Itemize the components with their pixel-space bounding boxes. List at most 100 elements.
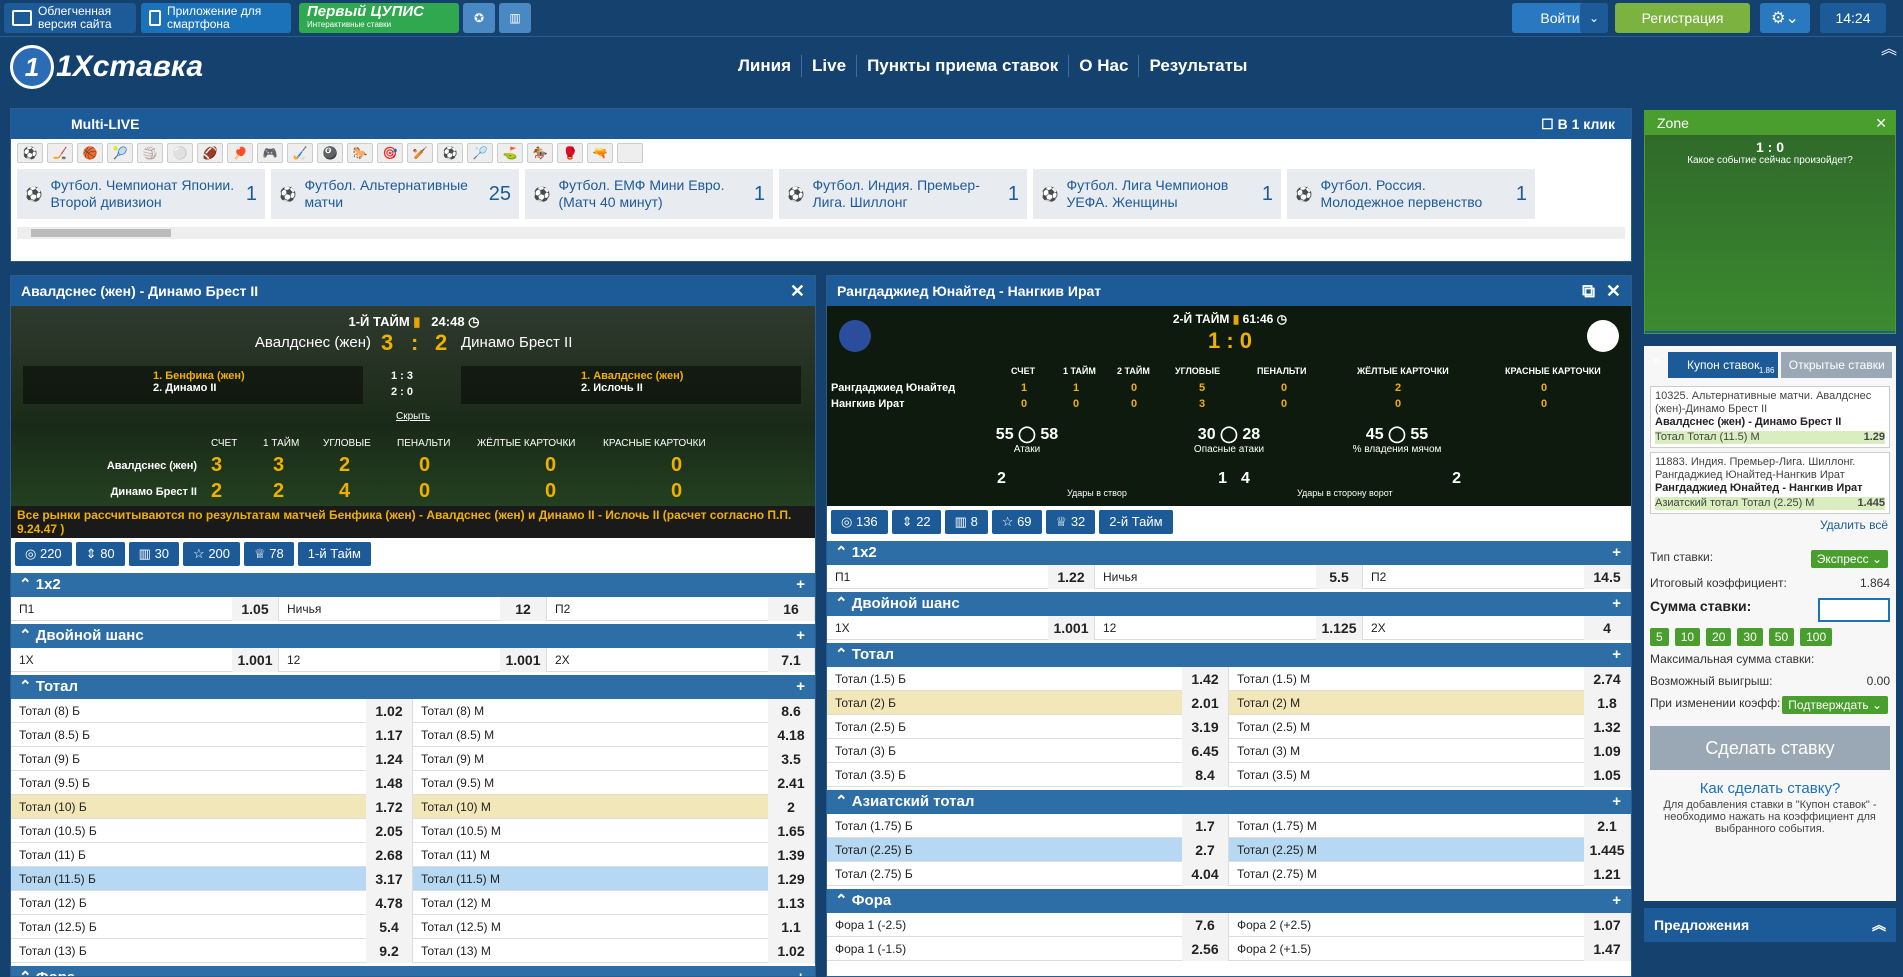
hide-link[interactable]: Скрыть (396, 411, 431, 422)
odd-cell[interactable]: П2 16 (547, 596, 815, 621)
odd-cell[interactable]: Тотал (11.5) М 1.29 (413, 866, 815, 891)
league-card[interactable]: ⚽ Футбол. Лига Чемпионов УЕФА. Женщины 1 (1033, 169, 1281, 219)
odd-cell[interactable]: Тотал (12) Б 4.78 (11, 890, 413, 915)
favorite-count[interactable]: ☆ 69 (991, 510, 1042, 534)
odd-cell[interactable]: Тотал (3) М 1.09 (1229, 738, 1631, 763)
chevron-down-icon[interactable]: ⌄ (1580, 3, 1608, 33)
futsal-icon[interactable]: ⚽ (437, 143, 463, 163)
markets-count-3[interactable]: ▥ 30 (128, 542, 180, 566)
scroll-top-icon[interactable]: ︽ (1880, 41, 1897, 58)
odd-cell[interactable]: 2X 4 (1363, 615, 1631, 640)
odd-cell[interactable]: Тотал (11.5) Б 3.17 (11, 866, 413, 891)
racing-icon[interactable]: 🏇 (527, 143, 553, 163)
odd-cell[interactable]: Тотал (8.5) М 4.18 (413, 722, 815, 747)
trophy-count[interactable]: ♕ 32 (1045, 510, 1096, 534)
odd-cell[interactable]: П1 1.22 (827, 564, 1095, 589)
badminton-icon[interactable]: 🏸 (467, 143, 493, 163)
odd-cell[interactable]: Ничья 5.5 (1095, 564, 1363, 589)
register-button[interactable]: Регистрация (1615, 3, 1750, 33)
odd-cell[interactable]: Тотал (13) М 1.02 (413, 938, 815, 963)
period-filter[interactable]: 2-й Тайм (1099, 510, 1173, 534)
market-header-asian[interactable]: ⌃ Азиатский тотал + (827, 790, 1631, 814)
odd-cell[interactable]: Фора 2 (+2.5) 1.07 (1229, 912, 1631, 937)
nav-live[interactable]: Live (802, 55, 858, 77)
nav-points[interactable]: Пункты приема ставок (857, 55, 1070, 77)
period-filter[interactable]: 1-й Тайм (297, 542, 371, 566)
odd-cell[interactable]: Фора 1 (-2.5) 7.6 (827, 912, 1229, 937)
trophy-count[interactable]: ♕ 78 (244, 542, 294, 566)
odd-cell[interactable]: П2 14.5 (1363, 564, 1631, 589)
close-icon[interactable]: ✕ (1875, 115, 1887, 131)
odd-cell[interactable]: Тотал (13) Б 9.2 (11, 938, 413, 963)
favorite-count[interactable]: ☆ 200 (183, 542, 241, 566)
market-header-double[interactable]: ⌃ Двойной шанс + (11, 624, 815, 648)
how-to-link[interactable]: Как сделать ставку? (1699, 780, 1841, 797)
odd-cell[interactable]: 1X 1.001 (827, 615, 1095, 640)
league-card[interactable]: ⚽ Футбол. Чемпионат Японии. Второй дивизи… (17, 169, 265, 219)
odd-cell[interactable]: Тотал (1.75) Б 1.7 (827, 813, 1229, 838)
market-header-handicap[interactable]: ⌃ Фора+ (827, 889, 1631, 913)
odd-cell[interactable]: Тотал (1.5) Б 1.42 (827, 666, 1229, 691)
boxing-icon[interactable]: 🥊 (557, 143, 583, 163)
scrollbar-thumb[interactable] (31, 229, 171, 237)
scrollbar[interactable] (17, 227, 1625, 239)
table-tennis-icon[interactable]: 🏓 (227, 143, 253, 163)
handball-icon[interactable]: ⚪ (167, 143, 193, 163)
all-markets-count[interactable]: ◎ 136 (831, 510, 888, 534)
odd-cell[interactable]: Тотал (2.5) М 1.32 (1229, 714, 1631, 739)
markets-count-2[interactable]: ⇕ 80 (75, 542, 125, 566)
odd-cell[interactable]: Тотал (2.25) Б 2.7 (827, 837, 1229, 862)
volleyball-icon[interactable]: 🏐 (137, 143, 163, 163)
golf-icon[interactable]: ⛳ (497, 143, 523, 163)
tab-coupon[interactable]: Купон ставок 1.86 (1667, 352, 1779, 378)
league-card[interactable]: ⚽ Футбол. ЕМФ Мини Евро. (Матч 40 минут) 1 (525, 169, 773, 219)
odd-cell[interactable]: Ничья 12 (279, 596, 547, 621)
bandy-icon[interactable]: 🏑 (287, 143, 313, 163)
logo[interactable]: 1 1Хставка (10, 45, 203, 89)
odd-cell[interactable]: Тотал (9.5) М 2.41 (413, 770, 815, 795)
close-icon[interactable]: ✕ (1605, 281, 1621, 301)
nav-about[interactable]: О Нас (1069, 55, 1140, 77)
odd-cell[interactable]: Тотал (2) М 1.8 (1229, 690, 1631, 715)
odd-cell[interactable]: Тотал (3.5) М 1.05 (1229, 762, 1631, 787)
odd-cell[interactable]: 12 1.125 (1095, 615, 1363, 640)
odd-cell[interactable]: Тотал (12.5) Б 5.4 (11, 914, 413, 939)
odd-cell[interactable]: Тотал (2.75) Б 4.04 (827, 861, 1229, 886)
odd-cell[interactable]: Тотал (8) М 8.6 (413, 698, 815, 723)
close-icon[interactable]: ✕ (789, 281, 805, 301)
league-card[interactable]: ⚽ Футбол. Россия. Молодежное первенство 1 (1287, 169, 1535, 219)
hockey-icon[interactable]: 🏒 (47, 143, 73, 163)
cupis-button[interactable]: Первый ЦУПИС Интерактивные ставки (299, 3, 459, 33)
lite-version-button[interactable]: Облегченная версия сайта (4, 3, 136, 33)
odd-cell[interactable]: Тотал (9) Б 1.24 (11, 746, 413, 771)
odd-cell[interactable]: Тотал (11) М 1.39 (413, 842, 815, 867)
odd-cell[interactable]: Тотал (1.75) М 2.1 (1229, 813, 1631, 838)
markets-count-2[interactable]: ⇕ 22 (891, 510, 941, 534)
market-header-1x2[interactable]: ⌃ 1x2 + (11, 573, 815, 597)
odd-cell[interactable]: Тотал (11) Б 2.68 (11, 842, 413, 867)
league-card[interactable]: ⚽ Футбол. Индия. Премьер-Лига. Шиллонг 1 (779, 169, 1027, 219)
medal-icon[interactable]: ✪ (463, 3, 495, 33)
esports-icon[interactable]: 🎮 (257, 143, 283, 163)
football-icon[interactable]: ⚽ (17, 143, 43, 163)
odd-cell[interactable]: Тотал (2.5) Б 3.19 (827, 714, 1229, 739)
markets-count-3[interactable]: ▥ 8 (944, 510, 988, 534)
billiards-icon[interactable]: 🎱 (317, 143, 343, 163)
odd-cell[interactable]: Тотал (10.5) Б 2.05 (11, 818, 413, 843)
league-card[interactable]: ⚽ Футбол. Альтернативные матчи 25 (271, 169, 519, 219)
rugby-icon[interactable]: 🏈 (197, 143, 223, 163)
odd-cell[interactable]: Тотал (12) М 1.13 (413, 890, 815, 915)
market-header-total[interactable]: ⌃ Тотал + (827, 643, 1631, 667)
bet-type-select[interactable]: Экспресс ⌄ (1810, 550, 1888, 568)
market-header-total[interactable]: ⌃ Тотал + (11, 675, 815, 699)
odd-cell[interactable]: Фора 1 (-1.5) 2.56 (827, 936, 1229, 961)
gear-icon[interactable]: ⚙⌄ (1760, 3, 1810, 33)
one-click-toggle[interactable]: ☐ В 1 клик (1541, 116, 1615, 132)
odd-cell[interactable]: 1X 1.001 (11, 647, 279, 672)
market-header-1x2[interactable]: ⌃ 1x2 + (827, 541, 1631, 565)
more-icon[interactable] (617, 143, 643, 163)
market-header-double[interactable]: ⌃ Двойной шанс + (827, 592, 1631, 616)
odd-cell[interactable]: Тотал (12.5) М 1.1 (413, 914, 815, 939)
odd-cell[interactable]: Тотал (3.5) Б 8.4 (827, 762, 1229, 787)
odd-cell[interactable]: 2X 7.1 (547, 647, 815, 672)
